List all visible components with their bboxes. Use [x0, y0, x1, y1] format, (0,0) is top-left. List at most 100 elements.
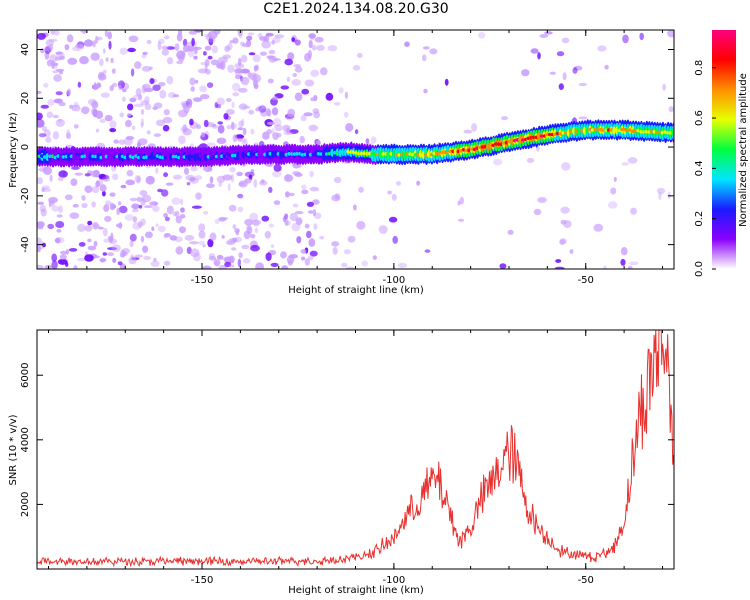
heatmap-cell	[126, 169, 134, 177]
heatmap-cell	[289, 212, 298, 222]
heatmap-cell	[230, 173, 234, 183]
heatmap-cell	[242, 127, 247, 136]
heatmap-cell	[668, 106, 674, 113]
heatmap-cell	[422, 46, 430, 50]
heatmap-cell	[77, 257, 86, 262]
heatmap-cell	[151, 226, 155, 231]
heatmap-cell	[153, 102, 163, 109]
heatmap-cell	[343, 249, 351, 255]
heatmap-cell	[58, 70, 64, 75]
heatmap-cell	[162, 124, 170, 132]
heatmap-cell	[71, 166, 80, 170]
heatmap-cell	[140, 109, 145, 115]
heatmap-cell	[308, 40, 313, 49]
heatmap-cell	[51, 205, 60, 212]
heatmap-cell	[320, 67, 328, 76]
y-tick-label: 20	[20, 92, 31, 105]
heatmap-cell	[83, 39, 94, 47]
heatmap-cell	[93, 240, 98, 247]
colorbar-tick-label: 0.0	[694, 261, 705, 277]
heatmap-cell	[207, 55, 213, 60]
heatmap-cell	[280, 85, 290, 90]
heatmap-cell	[207, 30, 218, 40]
heatmap-cell	[203, 210, 209, 215]
heatmap-cell	[236, 171, 243, 177]
heatmap-cell	[69, 212, 80, 219]
heatmap-cell	[96, 82, 102, 88]
heatmap-cell	[627, 157, 638, 164]
heatmap-cell	[562, 72, 567, 81]
heatmap-cell	[104, 30, 109, 37]
heatmap-cell	[129, 97, 137, 103]
heatmap-cell	[198, 230, 206, 239]
heatmap-cell	[216, 137, 227, 144]
snr-axes: -150 -100 -50 2000 4000 6000	[20, 330, 674, 586]
heatmap-cell	[119, 112, 124, 118]
heatmap-cell	[299, 135, 305, 144]
heatmap-cell	[167, 57, 174, 65]
heatmap-cell	[158, 38, 165, 45]
heatmap-cell	[142, 51, 148, 56]
heatmap-cell	[249, 72, 257, 77]
heatmap-cell	[37, 90, 42, 95]
heatmap-cell	[201, 265, 212, 269]
heatmap-cell	[43, 82, 49, 88]
heatmap-cell	[301, 184, 307, 190]
heatmap-cell	[127, 103, 134, 111]
heatmap-cell	[163, 234, 169, 239]
heatmap-cell	[127, 47, 136, 53]
heatmap-cell	[392, 235, 399, 244]
heatmap-cell	[555, 259, 562, 263]
heatmap-cell	[129, 197, 138, 202]
heatmap-cell	[207, 166, 213, 172]
heatmap-cell	[310, 69, 320, 77]
heatmap-cell	[240, 76, 250, 86]
heatmap-cell	[291, 79, 302, 86]
heatmap-cell	[169, 235, 178, 241]
heatmap-cell	[313, 212, 322, 220]
heatmap-cell	[604, 64, 609, 70]
colorbar-tick-label: 0.6	[694, 110, 705, 126]
heatmap-cell	[58, 55, 65, 60]
heatmap-cell	[111, 68, 116, 74]
heatmap-cell	[216, 97, 225, 106]
heatmap-cell	[308, 238, 316, 247]
heatmap-cell	[608, 201, 618, 209]
heatmap-cell	[353, 204, 357, 211]
colorbar-tick-label: 0.8	[694, 60, 705, 76]
heatmap-cell	[153, 133, 161, 138]
heatmap-cell	[208, 253, 216, 258]
heatmap-cell	[136, 176, 141, 184]
heatmap-cell	[325, 92, 334, 101]
heatmap-cell	[109, 128, 117, 133]
heatmap-cell	[175, 210, 180, 219]
heatmap-cell	[597, 45, 607, 52]
heatmap-cell	[45, 39, 54, 47]
heatmap-cell	[60, 250, 68, 255]
heatmap-cell	[162, 116, 173, 124]
snr-y-label: SNR (10 * v/v)	[8, 414, 19, 485]
heatmap-cell	[237, 193, 244, 199]
heatmap-cell	[93, 224, 100, 228]
heatmap-cell	[287, 108, 296, 118]
heatmap-cell	[214, 102, 218, 109]
heatmap-cell	[107, 247, 118, 251]
heatmap-cell	[238, 87, 248, 93]
heatmap-cell	[97, 226, 104, 230]
heatmap-cell	[95, 110, 104, 120]
heatmap-cell	[73, 124, 79, 129]
heatmap-cell	[128, 256, 137, 265]
heatmap-cell	[378, 225, 388, 234]
heatmap-cell	[189, 241, 199, 245]
snr-panel: -150 -100 -50 2000 4000 6000 Height of straig…	[8, 329, 675, 596]
heatmap-cell	[309, 37, 315, 41]
heatmap-cell	[284, 58, 294, 66]
heatmap-cell	[161, 49, 170, 56]
x-tick-label: -150	[191, 575, 214, 586]
heatmap-cell	[261, 215, 270, 222]
heatmap-cell	[206, 82, 214, 88]
heatmap-cell	[243, 258, 251, 264]
heatmap-cell	[57, 176, 64, 182]
heatmap-cell	[268, 223, 274, 228]
heatmap-cell	[206, 183, 215, 189]
